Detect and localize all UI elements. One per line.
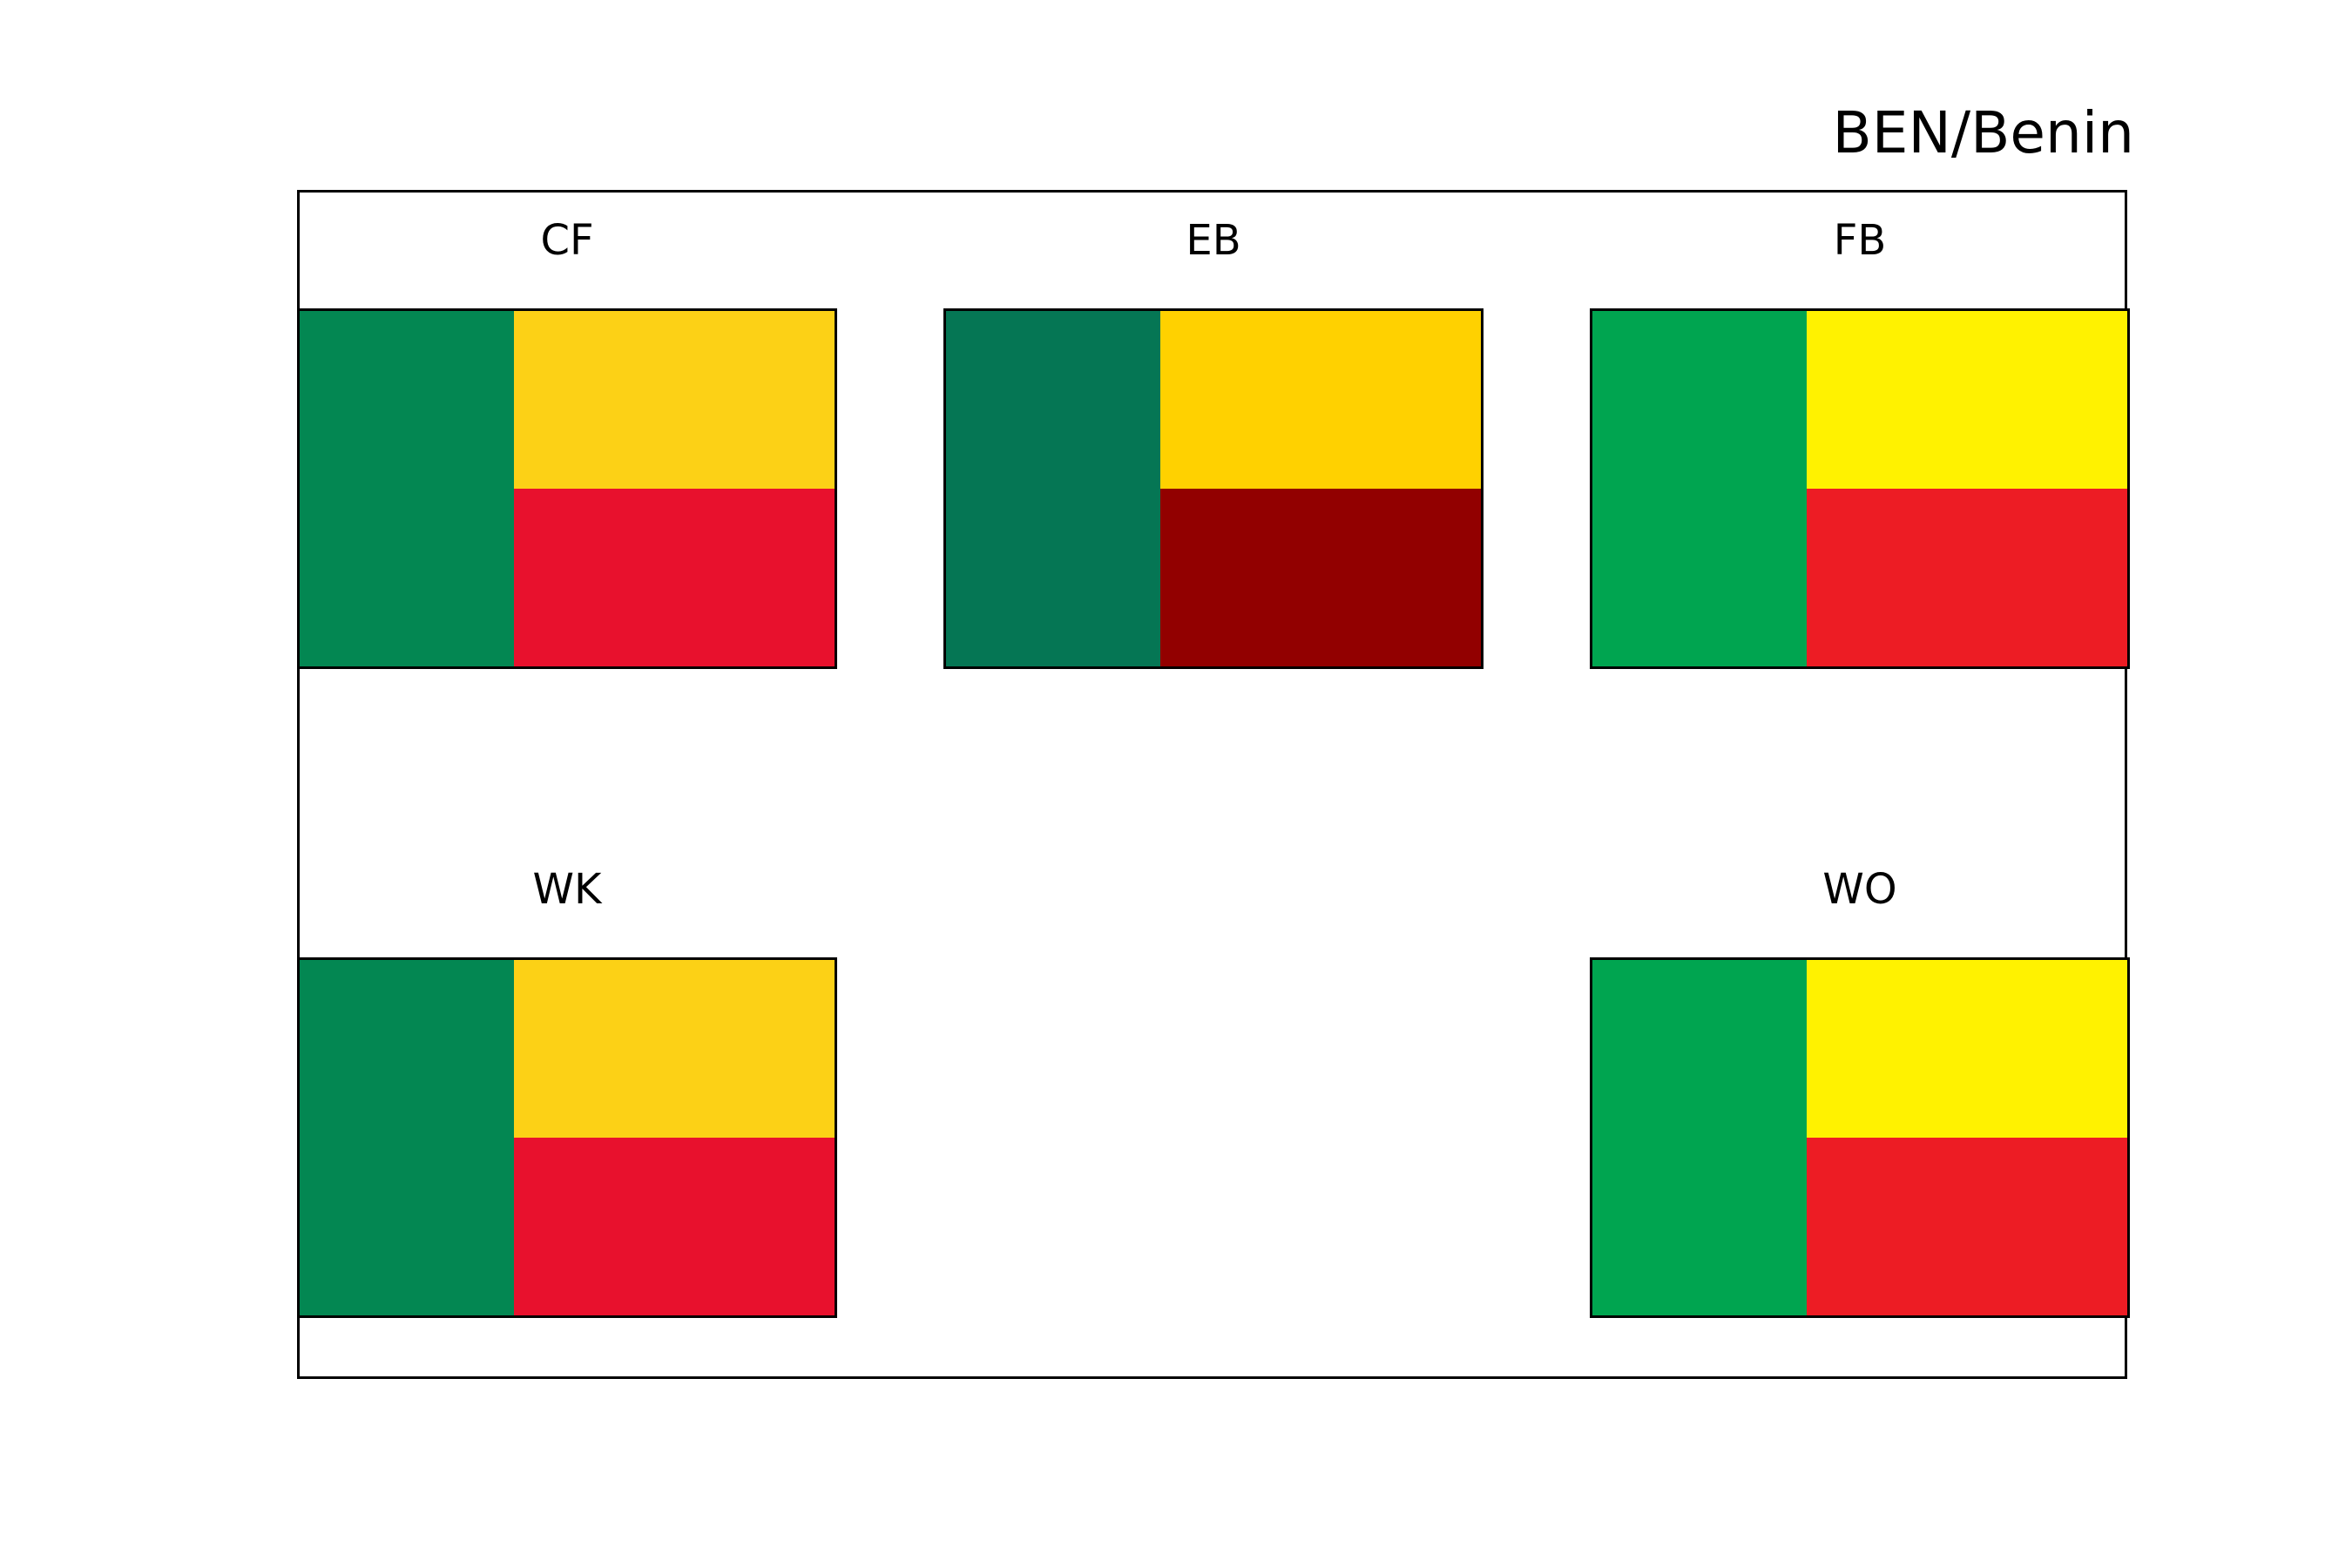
- flag-image: [1590, 308, 2130, 669]
- flag-panel-cf: CF: [297, 220, 837, 669]
- flag-image: [943, 308, 1484, 669]
- flag-top-band: [1806, 311, 2127, 489]
- flag-top-band: [513, 311, 835, 489]
- flag-hoist-band: [300, 311, 514, 666]
- flag-hoist-band: [1592, 311, 1807, 666]
- flag-top-band: [1806, 960, 2127, 1138]
- panel-label: EB: [1186, 216, 1241, 265]
- flag-bottom-band: [1806, 489, 2127, 666]
- flag-hoist-band: [1592, 960, 1807, 1315]
- panel-label: WK: [532, 865, 602, 914]
- flag-panel-wo: WO: [1590, 868, 2130, 1318]
- flag-bottom-band: [513, 489, 835, 666]
- flag-bottom-band: [1159, 489, 1481, 666]
- flag-panel-fb: FB: [1590, 220, 2130, 669]
- flag-top-band: [513, 960, 835, 1138]
- flag-top-band: [1159, 311, 1481, 489]
- panel-label: FB: [1833, 216, 1887, 265]
- flag-bottom-band: [1806, 1138, 2127, 1315]
- outer-frame: [297, 190, 2127, 1379]
- panel-label: CF: [540, 216, 594, 265]
- flag-panel-eb: EB: [943, 220, 1484, 669]
- panel-label: WO: [1822, 865, 1897, 914]
- flag-hoist-band: [946, 311, 1160, 666]
- flag-image: [297, 957, 837, 1318]
- flag-bottom-band: [513, 1138, 835, 1315]
- figure-title: BEN/Benin: [1832, 99, 2134, 166]
- flag-image: [297, 308, 837, 669]
- flag-hoist-band: [300, 960, 514, 1315]
- flag-image: [1590, 957, 2130, 1318]
- flag-panel-wk: WK: [297, 868, 837, 1318]
